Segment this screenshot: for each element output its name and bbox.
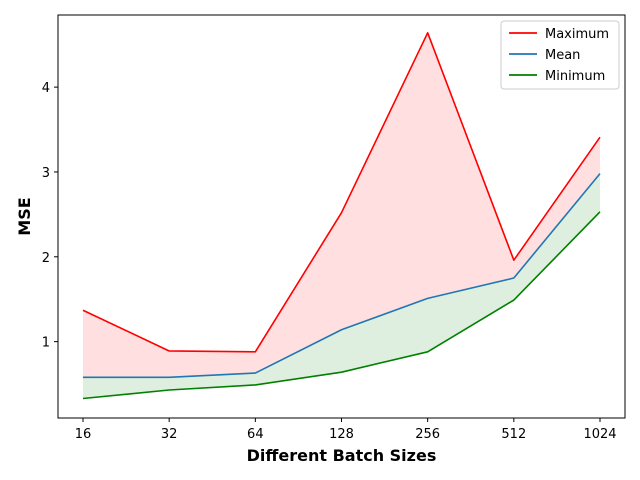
legend-box	[500, 20, 620, 90]
series-line-minimum	[82, 211, 601, 400]
legend-label-minimum: Minimum	[545, 69, 605, 84]
fill-areas	[83, 32, 600, 399]
legend-label-maximum: Maximum	[545, 27, 609, 42]
x-tick-label: 64	[247, 427, 264, 442]
x-tick-label: 16	[75, 427, 92, 442]
y-axis-title: MSE	[15, 197, 34, 235]
y-axis-ticks: 1 2 3 4	[42, 81, 58, 351]
x-tick-label: 512	[501, 427, 526, 442]
fill-area-1	[83, 173, 600, 399]
y-tick-label: 3	[42, 166, 50, 181]
x-axis-title: Different Batch Sizes	[247, 446, 437, 465]
y-tick-label: 4	[42, 81, 50, 96]
x-tick-label: 256	[415, 427, 440, 442]
fill-area-0	[83, 32, 600, 378]
y-tick-label: 1	[42, 336, 50, 351]
y-tick-label: 2	[42, 251, 50, 266]
x-tick-label: 128	[329, 427, 354, 442]
series-line-mean	[83, 173, 601, 379]
series-line-maximum	[82, 32, 601, 353]
series-lines	[82, 32, 601, 400]
legend: Maximum Mean Minimum	[500, 20, 620, 90]
x-tick-label: 1024	[583, 427, 616, 442]
x-axis-ticks: 16 32 64 128 256 512 1024	[75, 418, 617, 442]
x-tick-label: 32	[161, 427, 178, 442]
legend-label-mean: Mean	[545, 48, 580, 63]
